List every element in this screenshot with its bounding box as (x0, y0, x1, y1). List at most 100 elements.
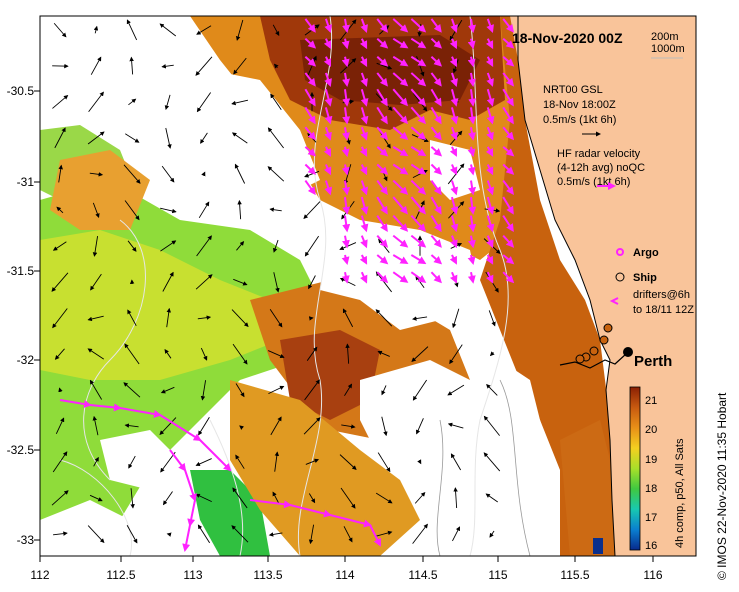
lat-axis: -30.5 -31 -31.5 -32 -32.5 -33 (7, 84, 35, 547)
radar-velocity-arrow (450, 271, 458, 284)
model-velocity-arrow (416, 418, 424, 435)
radar-velocity-arrow (410, 106, 426, 125)
radar-velocity-arrow (502, 215, 514, 233)
model-velocity-arrow (195, 56, 213, 76)
model-velocity-arrow (237, 199, 242, 220)
radar-velocity-arrow (392, 214, 409, 232)
radar-velocity-arrow (468, 196, 477, 215)
coastline-offshore (436, 379, 531, 556)
model-velocity-arrow (412, 316, 428, 321)
model-velocity-arrow (234, 163, 246, 184)
colorbar-title: 4h comp, p50, All Sats (674, 438, 686, 548)
city-label-perth: Perth (634, 353, 672, 370)
drifter-segment (119, 407, 162, 418)
radar-velocity-arrow (410, 163, 427, 175)
radar-velocity-arrow (485, 38, 494, 50)
model-velocity-arrow (450, 453, 462, 471)
model-velocity-arrow (452, 526, 460, 542)
radar-velocity-arrow (342, 89, 351, 107)
drifter-segment (59, 399, 92, 408)
radar-velocity-arrow (360, 215, 369, 233)
legend-model-line: 0.5m/s (1kt 6h) (543, 114, 616, 126)
model-velocity-arrow (308, 524, 315, 545)
drifter-segment (169, 449, 187, 472)
model-velocity-arrow (128, 98, 137, 106)
model-velocity-arrow (483, 415, 500, 436)
colorbar-tick-label: 19 (645, 454, 657, 466)
radar-velocity-arrow (450, 196, 459, 215)
radar-velocity-arrow (341, 254, 350, 265)
radar-velocity-arrow (468, 215, 477, 233)
radar-velocity-arrow (410, 72, 427, 87)
radar-velocity-arrow (410, 179, 427, 195)
model-velocity-arrow (412, 523, 428, 544)
radar-velocity-arrow (410, 234, 427, 248)
model-velocity-arrow (160, 240, 177, 252)
model-velocity-arrow (197, 524, 211, 544)
radar-velocity-arrow (304, 106, 316, 125)
radar-velocity-arrow (486, 180, 495, 196)
radar-velocity-arrow (392, 146, 409, 157)
model-velocity-arrow (343, 526, 353, 543)
radar-velocity-arrow (502, 179, 514, 196)
ship-legend-icon (615, 272, 625, 282)
radar-velocity-arrow (485, 164, 494, 176)
radar-velocity-arrow (341, 272, 350, 284)
radar-velocity-arrow (376, 234, 389, 248)
model-velocity-arrow (89, 172, 104, 177)
drifter-segment (187, 499, 196, 527)
model-velocity-arrow (489, 530, 495, 538)
drifter-segment (289, 504, 332, 518)
model-velocity-arrow (92, 202, 100, 218)
radar-velocity-arrow (430, 56, 443, 67)
model-velocity-arrow (412, 379, 428, 401)
map-title: 18-Nov-2020 00Z (512, 30, 623, 46)
radar-velocity-arrow (430, 18, 442, 33)
radar-velocity-arrow (359, 164, 368, 176)
model-velocity-arrow (235, 383, 245, 398)
model-velocity-arrow (339, 454, 357, 470)
bathymetry-contours (59, 16, 509, 556)
radar-velocity-arrow (342, 127, 350, 141)
model-velocity-arrow (87, 525, 105, 544)
land-mass (510, 16, 696, 556)
model-velocity-arrow (195, 493, 212, 503)
radar-velocity-arrow (304, 18, 316, 33)
radar-velocity-arrow (486, 72, 494, 87)
radar-velocity-arrow (304, 179, 316, 196)
radar-velocity-arrow (449, 164, 458, 176)
radar-velocity-arrow (502, 271, 515, 284)
model-velocity-arrow (485, 493, 498, 503)
radar-velocity-arrow (410, 55, 427, 67)
lat-tick-label: -33 (17, 533, 35, 547)
radar-velocity-arrow (502, 163, 515, 175)
drifter-segment (249, 499, 292, 509)
model-velocity-arrow (126, 19, 138, 41)
radar-velocity-arrow (467, 164, 476, 176)
radar-velocity-arrow (486, 126, 494, 141)
model-velocity-arrow (161, 165, 175, 183)
radar-velocity-arrow (486, 196, 495, 215)
radar-velocity-arrow (486, 107, 495, 125)
radar-velocity-arrow (324, 180, 333, 196)
sst-yellow-west (40, 230, 280, 380)
radar-velocity-arrow (376, 163, 389, 175)
ship-marker (603, 323, 613, 333)
map-plot-area (40, 16, 696, 556)
radar-velocity-arrow (468, 89, 477, 107)
ship-marker (575, 354, 585, 364)
colorbar-tick-label: 16 (645, 540, 657, 552)
model-velocity-arrow (126, 525, 138, 544)
model-velocity-arrow (376, 530, 393, 537)
radar-velocity-arrow (304, 72, 316, 87)
model-velocity-arrow (53, 531, 68, 536)
radar-velocity-arrow (360, 72, 368, 87)
model-velocity-arrow (201, 171, 206, 177)
model-velocity-arrow (195, 274, 213, 290)
model-velocity-arrow (52, 241, 67, 251)
radar-velocity-arrow (410, 214, 427, 232)
sst-orange-west (50, 150, 150, 230)
model-velocity-arrow (160, 386, 175, 394)
model-velocity-arrow (414, 491, 426, 504)
